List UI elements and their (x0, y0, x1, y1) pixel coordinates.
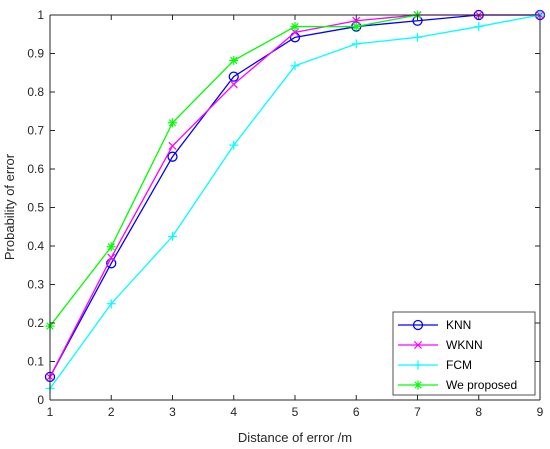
data-point-we-proposed (351, 22, 361, 32)
data-point-wknn (229, 80, 238, 89)
series-we-proposed (45, 10, 422, 331)
data-point-we-proposed (106, 242, 116, 252)
data-point-wknn (107, 253, 116, 262)
data-point-we-proposed (290, 22, 300, 32)
legend-marker-we-proposed (413, 380, 423, 390)
ticks-layer: 1 2 3 4 5 6 7 8 9 0 0.1 0.2 0.3 0.4 0.5 0.6 0.7 0.8 0.9 1 (27, 8, 543, 419)
y-tick-label: 0.4 (27, 239, 44, 253)
x-tick-label: 7 (414, 405, 421, 419)
x-tick-label: 6 (353, 405, 360, 419)
x-tick-label: 8 (475, 405, 482, 419)
y-tick-label: 0 (37, 393, 44, 407)
y-tick-label: 0.1 (27, 355, 44, 369)
legend-label-knn: KNN (446, 318, 471, 332)
series-line-knn (49, 14, 540, 378)
legend-label-wknn: WKNN (446, 338, 483, 352)
data-point-wknn (352, 16, 361, 25)
x-tick-label: 9 (537, 405, 544, 419)
y-tick-label: 0.9 (27, 47, 44, 61)
data-point-knn (167, 151, 178, 162)
data-point-fcm (351, 39, 361, 49)
legend-entry-fcm: FCM (398, 358, 472, 372)
x-tick-label: 2 (108, 405, 115, 419)
legend-label-fcm: FCM (446, 358, 472, 372)
legend-marker-knn (412, 319, 424, 331)
data-point-fcm (168, 231, 177, 241)
y-tick-label: 0.2 (27, 316, 44, 330)
x-axis-title: Distance of error /m (238, 430, 352, 445)
y-tick-label: 1 (37, 8, 44, 22)
x-tick-label: 3 (169, 405, 176, 419)
legend-entry-wknn: WKNN (398, 338, 483, 352)
series-layer (44, 9, 546, 393)
legend-label-we-proposed: We proposed (446, 378, 517, 392)
y-tick-label: 0.7 (27, 124, 44, 138)
y-tick-label: 0.5 (27, 201, 44, 215)
data-point-we-proposed (168, 118, 177, 128)
data-point-fcm (474, 22, 484, 32)
x-tick-label: 1 (47, 405, 54, 419)
legend: KNN WKNN FCM We proposed (392, 311, 536, 396)
data-point-fcm (229, 140, 239, 150)
data-point-wknn (290, 28, 300, 37)
legend-box (392, 311, 536, 396)
data-point-fcm (413, 32, 422, 42)
x-tick-label: 5 (292, 405, 299, 419)
y-tick-label: 0.8 (27, 85, 44, 99)
data-point-we-proposed (229, 55, 239, 65)
y-tick-label: 0.3 (27, 278, 44, 292)
x-tick-label: 4 (230, 405, 237, 419)
data-point-knn (228, 71, 239, 82)
legend-entry-knn: KNN (398, 318, 471, 332)
legend-marker-fcm (413, 360, 423, 370)
data-point-fcm (106, 299, 116, 309)
data-point-wknn (168, 141, 177, 150)
data-point-fcm (290, 61, 300, 71)
y-tick-label: 0.6 (27, 162, 44, 176)
legend-marker-wknn (413, 340, 423, 350)
y-axis-title: Probability of error (2, 153, 17, 260)
legend-entry-we-proposed: We proposed (398, 378, 517, 392)
